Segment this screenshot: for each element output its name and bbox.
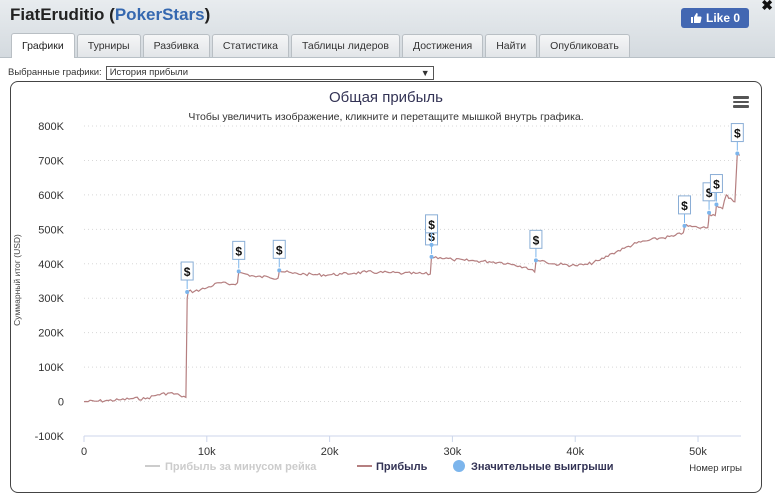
graph-selector-dropdown[interactable]: История прибыли ▼ <box>105 65 434 80</box>
x-tick-label: 10k <box>198 446 216 458</box>
window-header: FiatEruditio (PokerStars) Like 0 ✖ Графи… <box>0 0 775 58</box>
graph-selector-label: Выбранные графики: <box>8 67 102 78</box>
close-icon[interactable]: ✖ <box>761 0 773 13</box>
site-name[interactable]: PokerStars <box>114 5 205 24</box>
thumbs-up-icon <box>690 13 702 23</box>
y-axis: -100K 0 100K 200K 300K 400K 500K 600K 700K 800K <box>35 121 65 443</box>
tab-bar: Графики Турниры Разбивка Статистика Табл… <box>11 33 630 58</box>
big-win-flag-label: $ <box>734 127 741 141</box>
big-win-flag-label: $ <box>428 218 435 232</box>
tab-find[interactable]: Найти <box>485 34 538 57</box>
chart-container[interactable] <box>10 81 762 493</box>
big-win-point[interactable] <box>533 258 538 263</box>
profit-line[interactable] <box>83 152 741 403</box>
tab-publish[interactable]: Опубликовать <box>539 34 630 57</box>
big-win-point[interactable] <box>714 202 719 207</box>
tab-achievements[interactable]: Достижения <box>401 34 484 57</box>
legend-item-profit[interactable]: Прибыль <box>376 461 428 473</box>
x-tick-label: 0 <box>81 446 87 458</box>
big-win-flag[interactable] <box>529 229 543 249</box>
graph-selector-value: История прибыли <box>109 67 189 78</box>
graph-selector-row: Выбранные графики: История прибыли ▼ <box>8 65 434 80</box>
big-win-point[interactable] <box>682 223 687 228</box>
big-win-flag-label: $ <box>235 244 242 258</box>
chevron-down-icon: ▼ <box>420 67 430 78</box>
big-win-flag[interactable] <box>425 214 439 234</box>
chart-menu-icon[interactable] <box>733 96 749 108</box>
x-tick-label: 30k <box>444 446 462 458</box>
big-win-point[interactable] <box>277 268 282 273</box>
big-win-flag-label: $ <box>533 233 540 247</box>
x-tick-label: 50k <box>689 446 707 458</box>
big-win-flag[interactable] <box>232 240 246 260</box>
player-name: FiatEruditio <box>10 5 105 24</box>
big-win-point[interactable] <box>236 269 241 274</box>
tab-leaderboards[interactable]: Таблицы лидеров <box>290 34 400 57</box>
y-axis-title: Суммарный итог (USD) <box>12 234 22 326</box>
big-wins-series: $$$$$$$$$$ <box>180 123 744 295</box>
chart-grid <box>84 125 741 437</box>
legend-item-big-wins[interactable]: Значительные выигрыши <box>471 461 614 473</box>
like-label: Like 0 <box>705 11 741 25</box>
big-win-point[interactable] <box>707 210 712 215</box>
x-tick-label: 20k <box>321 446 339 458</box>
big-win-point[interactable] <box>735 151 740 156</box>
big-win-point[interactable] <box>429 242 434 247</box>
y-tick-label: 100K <box>38 362 64 374</box>
big-win-flag-label: $ <box>681 199 688 213</box>
y-tick-label: 800K <box>38 121 64 133</box>
big-win-flag-label: $ <box>706 186 713 200</box>
y-tick-label: -100K <box>35 431 65 443</box>
big-win-flag[interactable] <box>730 123 744 143</box>
profit-series <box>83 152 741 403</box>
y-tick-label: 500K <box>38 224 64 236</box>
y-tick-label: 400K <box>38 259 64 271</box>
y-tick-label: 200K <box>38 328 64 340</box>
big-win-flag-label: $ <box>184 265 191 279</box>
big-win-point[interactable] <box>185 290 190 295</box>
big-win-flag[interactable] <box>272 239 286 259</box>
page-title: FiatEruditio (PokerStars) <box>10 5 211 24</box>
tab-tournaments[interactable]: Турниры <box>76 34 141 57</box>
x-axis-title: Номер игры <box>689 463 742 474</box>
x-tick-label: 40k <box>566 446 584 458</box>
big-win-flag-label: $ <box>276 243 283 257</box>
y-tick-label: 700K <box>38 155 64 167</box>
y-tick-label: 600K <box>38 190 64 202</box>
chart-title: Общая прибыль <box>329 89 443 106</box>
big-win-point[interactable] <box>429 254 434 259</box>
big-win-flag[interactable] <box>678 195 692 215</box>
y-tick-label: 300K <box>38 293 64 305</box>
legend-item-net-profit[interactable]: Прибыль за минусом рейка <box>165 461 317 473</box>
legend-symbol-big-wins <box>453 460 465 472</box>
big-win-flag-label: $ <box>713 178 720 192</box>
chart-legend: Прибыль за минусом рейка Прибыль Значите… <box>145 460 614 473</box>
y-tick-label: 0 <box>58 397 64 409</box>
tab-breakdown[interactable]: Разбивка <box>142 34 210 57</box>
big-win-flag[interactable] <box>709 174 723 194</box>
tab-statistics[interactable]: Статистика <box>211 34 289 57</box>
chart-subtitle: Чтобы увеличить изображение, кликните и … <box>188 111 583 123</box>
big-win-flag[interactable] <box>180 261 194 281</box>
x-axis: 0 10k 20k 30k 40k 50k <box>81 435 741 458</box>
tab-graphs[interactable]: Графики <box>11 33 75 58</box>
facebook-like-button[interactable]: Like 0 <box>681 8 749 28</box>
